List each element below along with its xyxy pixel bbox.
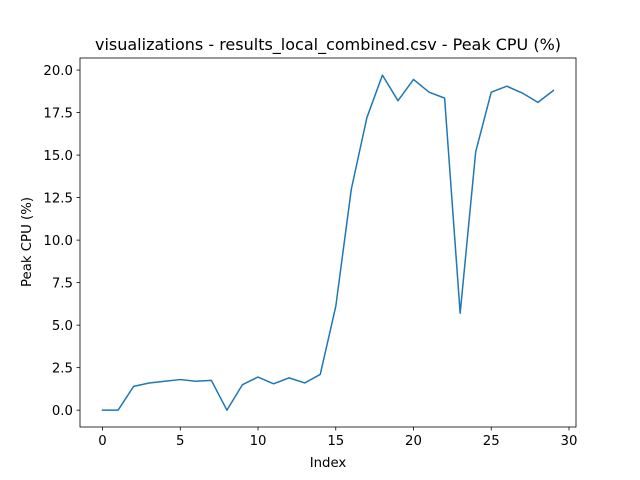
x-tick-label: 15 (327, 434, 344, 449)
y-tick-label: 10.0 (43, 234, 73, 249)
x-tick-label: 5 (176, 434, 184, 449)
y-tick-label: 7.5 (52, 276, 73, 291)
x-tick-label: 25 (483, 434, 500, 449)
y-tick-label: 15.0 (43, 149, 73, 164)
x-axis-label: Index (310, 456, 347, 471)
chart-title: visualizations - results_local_combined.… (95, 35, 561, 55)
x-tick-label: 30 (561, 434, 578, 449)
y-tick-label: 12.5 (43, 191, 73, 206)
axes-frame (79, 57, 577, 428)
y-tick-label: 0.0 (52, 404, 73, 419)
y-tick-label: 17.5 (43, 106, 73, 121)
plot-area: 0 5 10 15 20 25 30 0.0 2.5 5.0 7.5 10.0 12.5 15.0 17.5… (43, 57, 578, 449)
x-tick-label: 0 (98, 434, 106, 449)
y-axis-label: Peak CPU (%) (20, 197, 35, 287)
x-tick-label: 10 (250, 434, 267, 449)
series-line-0 (101, 74, 555, 411)
x-tick-label: 20 (405, 434, 422, 449)
y-tick-label: 2.5 (52, 361, 73, 376)
y-tick-label: 20.0 (43, 64, 73, 79)
y-tick-label: 5.0 (52, 319, 73, 334)
